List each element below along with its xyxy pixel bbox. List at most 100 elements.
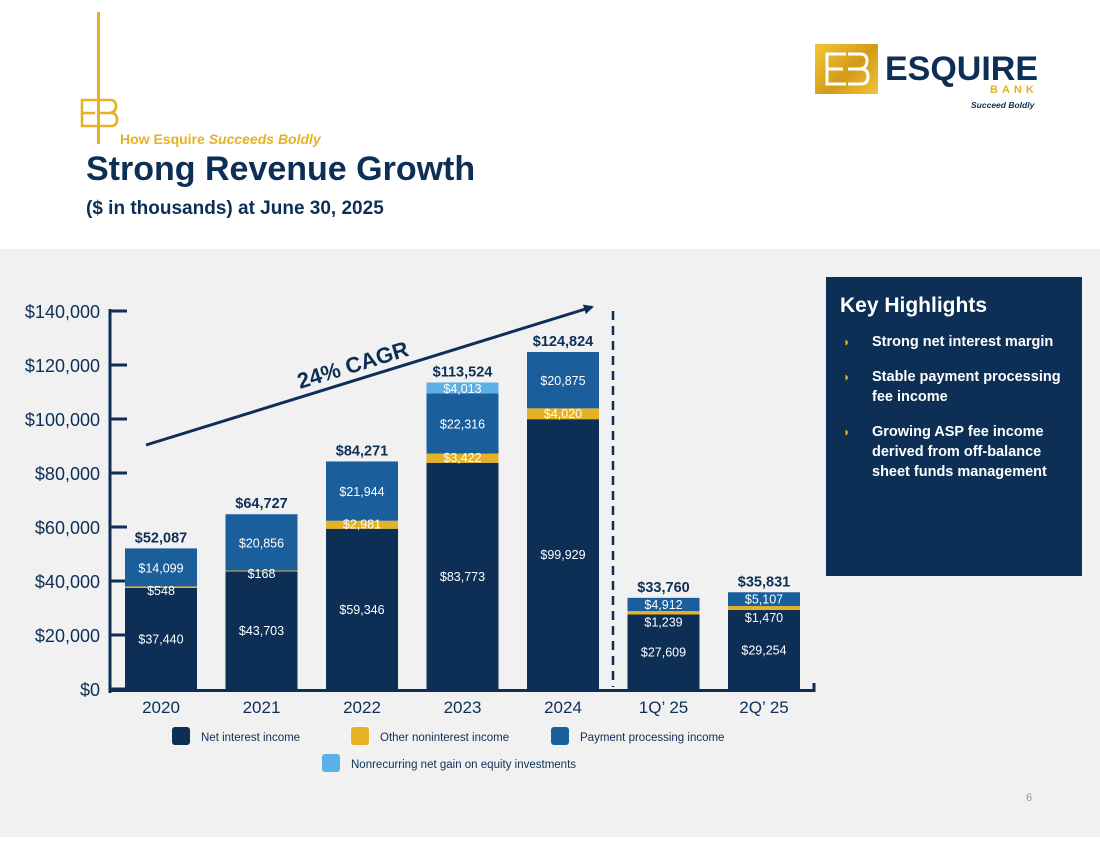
y-tick-label: $0 [80,680,100,700]
legend-label: Other noninterest income [380,732,509,744]
tagline: How Esquire Succeeds Boldly [120,131,321,147]
x-tick-label: 2020 [142,698,180,717]
half-circle-bullet-icon: ◗ [843,370,851,384]
bar-segment-label: $43,703 [239,624,284,638]
legend: Net interest income Other noninterest inc… [172,727,724,772]
legend-label: Net interest income [201,732,300,744]
y-tick-label: $100,000 [25,410,100,430]
bar-segment-label: $37,440 [138,632,183,646]
legend-swatch [351,727,369,745]
highlight-text: Stable payment processing fee income [872,369,1061,405]
bar-segment [125,586,197,588]
bar-total-label: $124,824 [533,334,593,350]
bar-total-label: $113,524 [433,364,493,380]
bar-segment [326,520,398,529]
bar-segment [527,419,599,689]
legend-swatch [551,727,569,745]
bar-segment [426,382,499,394]
tagline-prefix: How Esquire [120,131,205,147]
bar-segment [326,461,398,521]
x-tick-label: 2024 [544,698,582,717]
bar-segment-label: $4,020 [544,407,582,421]
cagr-trend-arrow [145,304,594,447]
bar-segment [627,611,700,615]
bar-segment-label: $4,013 [443,382,481,396]
cagr-label: 24% CAGR [294,336,411,394]
bar-segment-label: $2,981 [343,518,381,532]
highlight-item: ◗ Strong net interest margin [843,332,1073,352]
bar-total-label: $84,271 [336,443,388,459]
bar-segment-label: $548 [147,584,175,598]
x-tick-label: 2022 [343,698,381,717]
highlight-text: Growing ASP fee income derived from off-… [872,424,1047,480]
bar-segment [728,606,800,611]
bar-segment [326,528,398,689]
bar-segment-label: $1,239 [644,615,682,629]
bar-segment-label: $168 [248,567,276,581]
bar-segment-label: $20,875 [540,374,585,388]
bar-segment-label: $3,422 [443,451,481,465]
bar-segment [527,351,599,409]
esquire-logo: ESQUIRE BANK Succeed Boldly [815,44,1038,112]
bar-segment-label: $4,912 [644,598,682,612]
x-tick-label: 2021 [243,698,281,717]
y-tick-label: $140,000 [25,302,100,322]
y-tick-label: $80,000 [35,464,100,484]
bar-total-label: $33,760 [637,580,689,596]
bar-segment-label: $1,470 [745,611,783,625]
bar-segment-label: $20,856 [239,536,284,550]
bar-segment [225,570,298,572]
half-circle-bullet-icon: ◗ [843,335,851,349]
logo-slogan: Succeed Boldly [971,100,1035,110]
legend-swatch [172,727,190,745]
bar-total-label: $35,831 [738,574,790,590]
y-tick-label: $40,000 [35,572,100,592]
highlights-list: ◗ Strong net interest margin ◗ Stable pa… [843,332,1073,497]
x-tick-label: 2023 [444,698,482,717]
tagline-emphasis: Succeeds Boldly [208,131,321,147]
logo-eb-icon [825,52,870,86]
logo-gold-box [815,44,878,94]
bar-segment [426,453,499,463]
highlight-item: ◗ Stable payment processing fee income [843,367,1073,407]
logo-bank: BANK [990,84,1038,96]
bar-segment [426,462,499,689]
half-circle-bullet-icon: ◗ [843,425,851,439]
bar-segment [426,393,499,454]
legend-swatch [322,754,340,772]
bar-segment [728,592,800,607]
bar-segment [527,408,599,420]
revenue-chart: $0 $20,000 $40,000 $60,000 $80,000 $100,000 $1… [25,302,816,772]
bar-segment [125,548,197,587]
header-gold-rule [97,12,100,144]
bar-segment [728,610,800,689]
bar-segment-label: $29,254 [741,644,786,658]
bar-segment-label: $21,944 [339,485,384,499]
x-tick-label: 2Q’ 25 [739,698,788,717]
bar-segment-label: $27,609 [641,646,686,660]
legend-label: Nonrecurring net gain on equity investme… [351,759,576,771]
bar-segment-label: $59,346 [339,603,384,617]
page-number: 6 [1026,792,1033,804]
y-tick-label: $60,000 [35,518,100,538]
bar-segment [225,571,298,689]
bar-segment-label: $14,099 [138,561,183,575]
highlight-text: Strong net interest margin [872,334,1054,350]
y-tick-label: $20,000 [35,626,100,646]
highlights-title: Key Highlights [840,294,988,317]
bar-segment-label: $83,773 [440,570,485,584]
y-tick-label: $120,000 [25,356,100,376]
bar-total-label: $64,727 [235,496,287,512]
bar-segment [627,597,700,612]
highlight-item: ◗ Growing ASP fee income derived from of… [843,422,1073,482]
legend-label: Payment processing income [580,732,724,744]
bar-segment [125,587,197,689]
eb-monogram-icon [80,98,119,128]
key-highlights-panel: Key Highlights ◗ Strong net interest mar… [826,277,1082,576]
x-tick-label: 1Q’ 25 [639,698,688,717]
bar-segment-label: $5,107 [745,592,783,606]
bars: $37,440 $548 $14,099 $52,087 $43,703 $168 $20,… [125,334,800,689]
page-subtitle: ($ in thousands) at June 30, 2025 [86,198,384,219]
bar-segment [627,614,700,689]
